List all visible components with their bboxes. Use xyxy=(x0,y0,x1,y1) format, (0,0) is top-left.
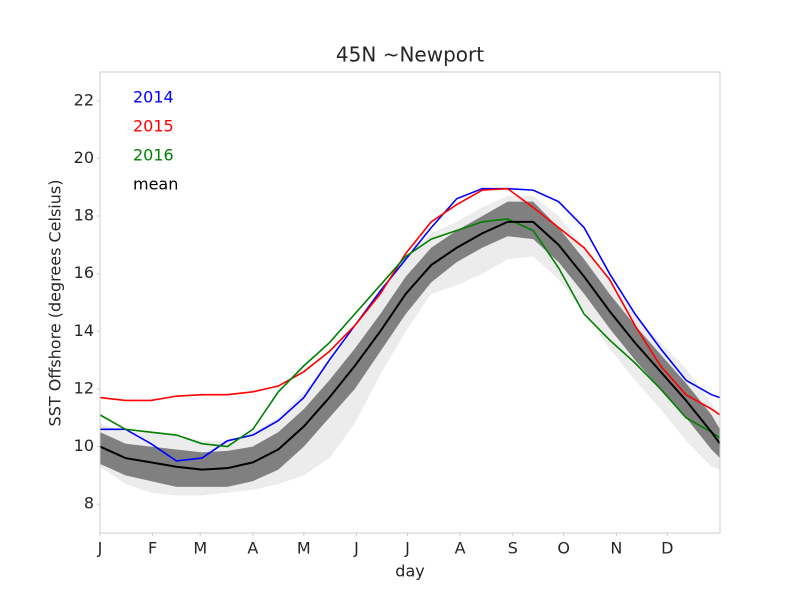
x-tick-label: M xyxy=(297,539,311,558)
x-tick-label: N xyxy=(610,539,622,558)
plot-area xyxy=(99,187,721,496)
x-tick-label: J xyxy=(404,539,410,558)
series-line xyxy=(99,220,721,471)
y-tick-label: 16 xyxy=(74,263,94,282)
legend-label: mean xyxy=(133,175,178,194)
series-line xyxy=(99,187,721,416)
y-tick-label: 8 xyxy=(84,494,94,513)
y-tick-label: 22 xyxy=(74,90,94,109)
y-tick-label: 18 xyxy=(74,206,94,225)
x-tick-label: J xyxy=(97,539,103,558)
x-tick-label: O xyxy=(557,539,570,558)
y-tick-label: 14 xyxy=(74,321,94,340)
x-tick-label: A xyxy=(455,539,466,558)
legend-label: 2015 xyxy=(133,117,174,136)
legend-label: 2014 xyxy=(133,88,174,107)
range-band xyxy=(100,195,720,496)
series-line xyxy=(99,218,721,448)
range-band xyxy=(100,201,720,487)
y-tick-label: 12 xyxy=(74,378,94,397)
x-tick-label: M xyxy=(193,539,207,558)
y-axis-label: SST Offshore (degrees Celsius) xyxy=(46,180,65,427)
legend-label: 2016 xyxy=(133,146,174,165)
x-tick-label: F xyxy=(148,539,157,558)
x-tick-label: J xyxy=(353,539,359,558)
x-tick-label: S xyxy=(508,539,518,558)
x-tick-label: D xyxy=(661,539,673,558)
series-line xyxy=(100,187,721,462)
x-axis-label: day xyxy=(395,562,424,581)
chart-title: 45N ~Newport xyxy=(336,43,484,67)
plot-frame xyxy=(99,71,721,534)
y-tick-label: 20 xyxy=(74,148,94,167)
y-tick-label: 10 xyxy=(74,436,94,455)
x-tick-label: A xyxy=(247,539,258,558)
